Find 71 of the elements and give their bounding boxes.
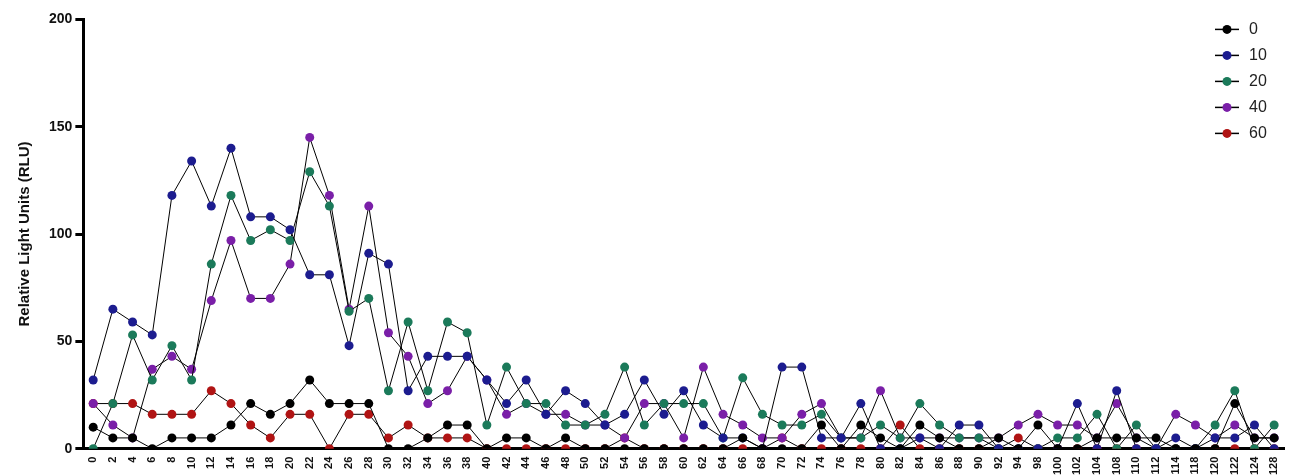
y-tick-label: 200 xyxy=(49,10,73,27)
x-tick-label: 60 xyxy=(676,456,689,469)
x-tick-label: 74 xyxy=(814,455,827,469)
x-tick-label: 104 xyxy=(1090,455,1103,476)
x-tick-label: 34 xyxy=(420,455,433,469)
x-tick-label: 40 xyxy=(479,456,492,469)
legend-label: 40 xyxy=(1249,97,1267,115)
x-tick-label: 58 xyxy=(657,456,670,469)
x-tick-label: 88 xyxy=(952,456,965,469)
x-tick-label: 108 xyxy=(1109,456,1122,476)
x-tick-label: 122 xyxy=(1227,456,1240,476)
y-tick-label: 50 xyxy=(56,332,73,349)
x-tick-label: 2 xyxy=(105,456,118,463)
x-tick-label: 112 xyxy=(1149,456,1162,475)
x-tick-label: 10 xyxy=(184,456,197,469)
x-tick-label: 84 xyxy=(912,455,925,469)
x-tick-label: 22 xyxy=(302,456,315,469)
x-tick-label: 110 xyxy=(1129,456,1142,475)
x-tick-label: 20 xyxy=(283,456,296,469)
y-tick-label: 150 xyxy=(49,117,73,134)
x-tick-label: 18 xyxy=(263,456,276,469)
x-tick-label: 86 xyxy=(932,456,945,469)
x-tick-label: 90 xyxy=(971,456,984,469)
x-tick-label: 118 xyxy=(1188,456,1201,475)
x-tick-label: 32 xyxy=(401,456,414,469)
x-tick-label: 36 xyxy=(440,456,453,469)
legend-label: 60 xyxy=(1249,123,1267,141)
x-tick-label: 92 xyxy=(991,456,1004,469)
x-tick-label: 4 xyxy=(125,455,138,463)
x-tick-label: 94 xyxy=(1011,455,1024,469)
x-tick-label: 124 xyxy=(1247,455,1260,476)
x-tick-label: 12 xyxy=(204,456,217,469)
x-tick-label: 50 xyxy=(578,456,591,469)
x-tick-label: 62 xyxy=(696,456,709,469)
legend-label: 20 xyxy=(1249,71,1267,89)
x-tick-label: 98 xyxy=(1031,456,1043,469)
x-tick-label: 56 xyxy=(637,456,650,469)
y-axis-title: Relative Light Units (RLU) xyxy=(15,141,33,327)
x-tick-label: 24 xyxy=(322,455,335,469)
x-tick-label: 100 xyxy=(1050,456,1063,476)
x-tick-label: 28 xyxy=(361,456,374,469)
x-tick-label: 30 xyxy=(381,456,394,469)
x-tick-label: 128 xyxy=(1267,456,1280,476)
x-tick-label: 42 xyxy=(499,456,512,469)
x-tick-label: 102 xyxy=(1070,456,1083,476)
x-tick-label: 70 xyxy=(775,456,788,469)
x-tick-label: 64 xyxy=(716,455,729,469)
x-tick-label: 68 xyxy=(755,456,768,469)
x-tick-label: 26 xyxy=(342,456,355,469)
x-tick-label: 80 xyxy=(873,456,886,469)
x-tick-label: 76 xyxy=(834,456,847,469)
x-tick-label: 52 xyxy=(597,456,610,469)
legend-label: 0 xyxy=(1249,19,1258,37)
y-tick-label: 100 xyxy=(49,224,73,241)
x-tick-label: 0 xyxy=(86,456,99,463)
x-tick-label: 78 xyxy=(853,456,866,469)
x-tick-label: 44 xyxy=(519,455,532,469)
x-tick-label: 48 xyxy=(558,456,571,469)
legend-label: 10 xyxy=(1249,45,1267,63)
x-tick-label: 16 xyxy=(243,456,256,469)
x-tick-label: 114 xyxy=(1168,455,1181,475)
x-tick-label: 120 xyxy=(1208,456,1221,476)
x-tick-label: 14 xyxy=(224,455,237,469)
x-tick-label: 46 xyxy=(538,456,551,469)
x-tick-label: 66 xyxy=(735,456,748,469)
x-tick-label: 54 xyxy=(617,455,630,469)
x-tick-label: 38 xyxy=(460,456,473,469)
x-tick-label: 8 xyxy=(164,456,177,463)
x-tick-label: 72 xyxy=(794,456,807,469)
x-tick-label: 6 xyxy=(145,456,158,463)
x-tick-label: 82 xyxy=(893,456,906,469)
